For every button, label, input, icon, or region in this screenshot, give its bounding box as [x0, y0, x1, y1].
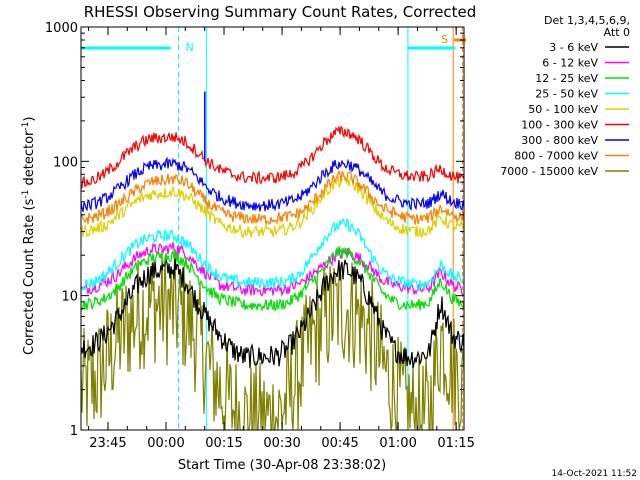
s-marker-label: S [441, 33, 448, 46]
y-axis-label: Corrected Count Rate (s-1 detector-1) [21, 117, 37, 355]
x-tick-label: 00:00 [147, 436, 184, 451]
plot-frame [80, 26, 465, 431]
series-line-1 [80, 242, 465, 297]
legend: Det 1,3,4,5,6,9,Att 0 3 - 6 keV 6 - 12 keV… [500, 14, 630, 178]
y-axis-label-main: Corrected Count Rate (s [22, 198, 37, 355]
x-axis-label: Start Time (30-Apr-08 23:38:02) [178, 458, 386, 473]
legend-label: 25 - 50 keV [535, 88, 598, 101]
series-line-2 [80, 246, 465, 313]
legend-label: 12 - 25 keV [535, 72, 598, 85]
x-tick-label: 00:45 [321, 436, 358, 451]
x-tick-label: 00:30 [263, 436, 300, 451]
y-axis-label-sup2: -1 [21, 122, 31, 131]
series-line-4 [80, 174, 465, 239]
y-axis-label-end: ) [22, 117, 37, 122]
axes: 1 10 100 1000 23:45 00:00 00:15 00:30 00:45 01:00… [45, 21, 475, 451]
legend-label: 800 - 7000 keV [514, 150, 598, 163]
y-tick-label: 10 [61, 290, 78, 305]
x-tick-label: 01:00 [379, 436, 416, 451]
y-axis-label-mid: detector [22, 130, 37, 190]
series-line-8 [80, 249, 465, 432]
y-tick-label: 100 [53, 155, 78, 170]
series-line-0 [80, 258, 465, 369]
chart-title: RHESSI Observing Summary Count Rates, Co… [84, 3, 477, 21]
series-line-7 [80, 169, 465, 225]
series-line-5 [80, 125, 465, 190]
x-tick-label: 00:15 [205, 436, 242, 451]
x-tick-label: 23:45 [89, 436, 126, 451]
footer-timestamp: 14-Oct-2021 11:52 [552, 469, 637, 479]
y-tick-label: 1000 [45, 21, 78, 36]
plot-area: NS [80, 27, 466, 432]
legend-label: 50 - 100 keV [528, 103, 598, 116]
legend-header: Att 0 [604, 26, 630, 39]
legend-header: Det 1,3,4,5,6,9, [544, 14, 630, 27]
legend-label: 100 - 300 keV [521, 119, 598, 132]
series-line-6 [80, 156, 465, 212]
legend-label: 3 - 6 keV [549, 41, 598, 54]
y-tick-label: 1 [70, 424, 78, 439]
n-marker-label: N [185, 41, 193, 54]
x-tick-label: 01:15 [437, 436, 474, 451]
legend-label: 300 - 800 keV [521, 134, 598, 147]
legend-label: 7000 - 15000 keV [500, 165, 598, 178]
y-axis-label-sup1: -1 [21, 190, 31, 199]
series-line-3 [80, 217, 465, 292]
legend-label: 6 - 12 keV [542, 57, 598, 70]
